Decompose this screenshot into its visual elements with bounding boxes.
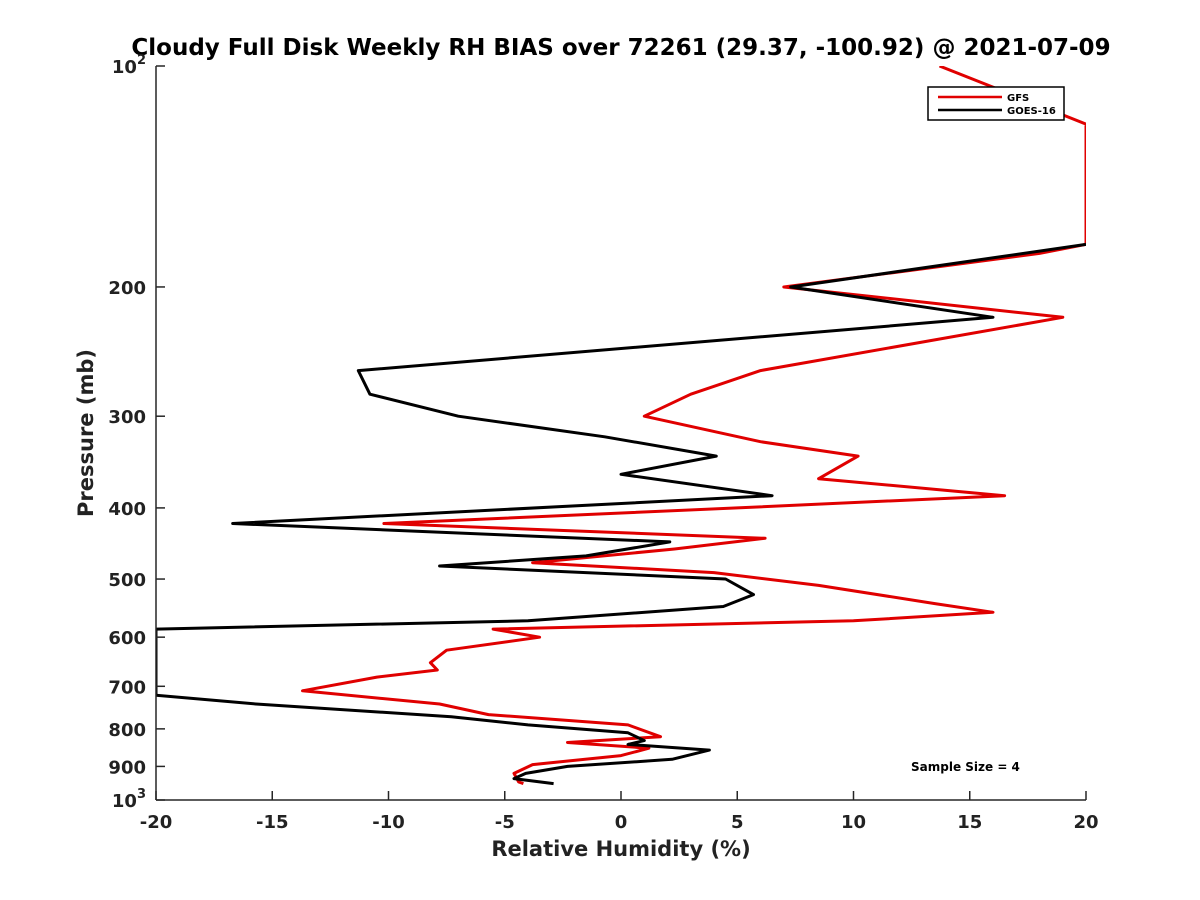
- chart-title: Cloudy Full Disk Weekly RH BIAS over 722…: [131, 35, 1110, 61]
- y-tick-label: 600: [108, 628, 146, 649]
- x-tick-label: 20: [1073, 812, 1098, 833]
- x-tick-label: -15: [256, 812, 289, 833]
- x-tick-label: 5: [731, 812, 744, 833]
- y-tick-label: 103: [112, 787, 146, 812]
- y-tick-label: 900: [108, 757, 146, 778]
- sample-size-annotation: Sample Size = 4: [911, 760, 1020, 774]
- y-axis-label: Pressure (mb): [74, 349, 98, 517]
- plot-area: [156, 66, 1086, 786]
- x-tick-label: -20: [140, 812, 173, 833]
- y-tick-label: 200: [108, 278, 146, 299]
- y-tick-label: 102: [112, 53, 146, 78]
- x-tick-label: 0: [615, 812, 628, 833]
- series-line-goes16: [156, 242, 1086, 786]
- x-axis-label: Relative Humidity (%): [491, 837, 750, 861]
- y-ticks: 102 200 300 400 500 600 700 800 900 103: [108, 53, 165, 812]
- legend: GFS GOES-16: [927, 86, 1065, 121]
- y-tick-label: 400: [108, 499, 146, 520]
- y-tick-label: 500: [108, 570, 146, 591]
- axes: [155, 66, 1086, 801]
- x-tick-label: 10: [841, 812, 866, 833]
- series-line-gfs: [301, 66, 1086, 786]
- x-tick-label: -5: [495, 812, 515, 833]
- y-tick-label: 800: [108, 720, 146, 741]
- legend-box: [927, 86, 1065, 121]
- x-ticks: -20 -15 -10 -5 0 5 10 15 20: [140, 791, 1099, 833]
- x-tick-label: 15: [957, 812, 982, 833]
- y-tick-label: 700: [108, 677, 146, 698]
- y-tick-label: 300: [108, 407, 146, 428]
- legend-label-goes16: GOES-16: [1007, 106, 1056, 117]
- x-tick-label: -10: [372, 812, 405, 833]
- legend-label-gfs: GFS: [1007, 93, 1029, 104]
